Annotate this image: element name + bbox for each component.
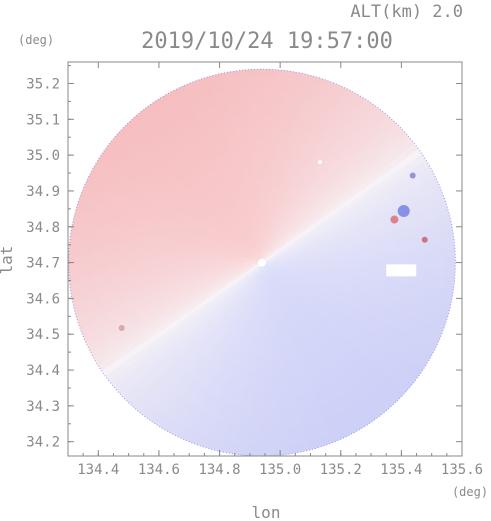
- x-tick-label: 135.4: [380, 462, 422, 478]
- y-tick-label: 34.2: [26, 435, 60, 451]
- x-tick-label: 135.2: [320, 462, 362, 478]
- radar-echo-speckle: [118, 324, 125, 331]
- radar-echo-speckle: [409, 172, 416, 179]
- x-axis: 134.4 134.6 134.8 135.0 135.2 135.4 135.6: [67, 62, 483, 478]
- y-tick-label: 34.7: [26, 256, 60, 272]
- x-tick-label: 134.6: [138, 462, 180, 478]
- radar-range-ring: [68, 68, 456, 456]
- y-tick-label: 34.3: [26, 399, 60, 415]
- radar-disk: [68, 68, 456, 456]
- x-tick-label: 135.6: [441, 462, 483, 478]
- x-tick-label: 134.8: [198, 462, 240, 478]
- y-tick-label: 35.1: [26, 112, 60, 128]
- x-tick-label: 134.4: [77, 462, 119, 478]
- x-axis-label: lon: [252, 503, 281, 521]
- y-tick-label: 34.6: [26, 291, 60, 307]
- y-tick-label: 34.8: [26, 220, 60, 236]
- plot-area: 134.4 134.6 134.8 135.0 135.2 135.4 135.6 34.2…: [26, 61, 483, 478]
- radar-site-marker: [257, 258, 266, 267]
- altitude-label: ALT(km) 2.0: [350, 2, 463, 22]
- y-tick-label: 35.0: [26, 148, 60, 164]
- y-axis-label: lat: [0, 246, 16, 275]
- x-unit-label: (deg): [452, 485, 488, 499]
- y-unit-label: (deg): [18, 33, 54, 47]
- y-tick-label: 34.4: [26, 363, 60, 379]
- chart-title: 2019/10/24 19:57:00: [141, 29, 393, 54]
- radar-echo-speckle: [390, 215, 399, 224]
- y-tick-label: 34.5: [26, 327, 60, 343]
- radar-echo-speckle: [397, 204, 410, 217]
- y-axis: 34.2 34.3 34.4 34.5 34.6 34.7 34.8 34.9 35.0 35.1…: [26, 65, 462, 451]
- y-tick-label: 34.9: [26, 184, 60, 200]
- x-tick-label: 135.0: [259, 462, 301, 478]
- radar-echo-speckle: [317, 160, 322, 165]
- radar-data-gap: [386, 264, 417, 277]
- y-tick-label: 35.2: [26, 76, 60, 92]
- radar-echo-speckle: [421, 236, 428, 243]
